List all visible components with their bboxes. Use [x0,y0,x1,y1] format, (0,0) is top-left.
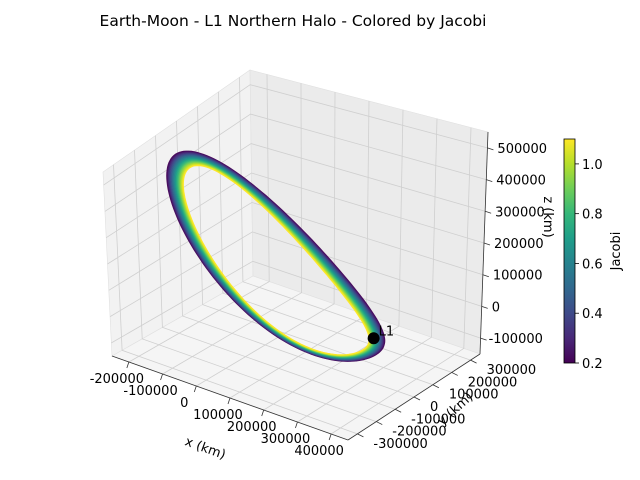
x-tick-mark [193,385,197,393]
colorbar: 0.2 0.4 0.6 0.8 1.0 Jacobi [563,138,624,372]
z-tick-label: 400000 [496,174,546,189]
grid-line-y [113,164,358,435]
orbit-line [182,164,370,356]
z-tick-label: 500000 [497,142,547,157]
y-tick-label: -300000 [373,437,427,452]
y-tick-mark [451,372,458,376]
l1-marker-label: L1 [379,324,395,339]
colorbar-gradient [563,138,576,364]
colorbar-tick-label: 1.0 [582,158,603,173]
y-tick-mark [376,421,383,425]
y-tick-mark [394,408,402,413]
colorbar-tick-label: 0.8 [582,208,603,223]
x-axis-label: x (km) [183,434,228,463]
x-tick-label: 300000 [261,432,311,447]
x-tick-mark [160,373,163,381]
z-tick-mark [487,147,494,151]
y-tick-mark [470,359,477,364]
z-tick-mark [481,306,488,309]
x-tick-label: 200000 [227,420,277,435]
orbit-family [166,150,386,362]
z-tick-mark [480,337,487,341]
grid-line-z [111,260,481,344]
y-tick-mark [432,384,440,389]
x-tick-label: 400000 [294,444,344,459]
grid-line-z [109,231,482,317]
colorbar-tick-label: 0.4 [582,307,603,322]
grid-line-y [155,135,396,410]
x-tick-mark [227,397,231,405]
y-tick-mark [413,396,421,401]
grid-line-z [105,143,486,239]
x-tick-label: -100000 [123,384,177,399]
y-tick-label: 200000 [468,375,518,390]
z-tick-mark [482,274,489,278]
x-tick-label: 100000 [193,408,243,423]
colorbar-tick-label: 0.2 [582,357,603,372]
y-tick-label: 300000 [487,363,537,378]
grid-line-z [108,201,484,291]
grid-line-z [107,172,485,265]
chart-title: Earth-Moon - L1 Northern Halo - Colored … [99,12,487,30]
grid-line-z [103,84,488,186]
colorbar-label: Jacobi [609,232,624,272]
z-tick-mark [486,179,493,182]
l1-marker: L1 [367,324,395,345]
x-tick-label: -200000 [90,372,144,387]
z-tick-label: 200000 [494,237,544,252]
y-tick-mark [357,433,364,438]
grid-line-y [134,150,377,422]
z-tick-label: 300000 [495,205,545,220]
x-tick-mark [295,421,298,429]
z-tick-mark [483,242,491,246]
x-tick-mark [261,409,265,417]
y-tick-label: 100000 [449,388,499,403]
x-tick-label: 0 [180,396,188,411]
z-tick-label: -100000 [489,332,543,347]
grid-line-x [330,127,472,435]
z-tick-mark [485,210,492,214]
z-axis-label: z (km) [540,196,555,237]
grid-line-x [297,118,438,423]
y-tick-label: -100000 [411,412,465,427]
grid-line-y [239,77,471,361]
grid-line-x [128,74,270,363]
x-tick-mark [126,361,130,369]
z-tick-label: 0 [492,300,500,315]
z-tick-label: 100000 [493,269,543,284]
grid-lines [103,74,488,435]
y-tick-label: 0 [430,400,438,415]
colorbar-tick-label: 0.6 [582,257,603,272]
grid-line-x [196,92,336,387]
x-tick-mark [328,433,332,441]
grid-line-z [104,113,487,212]
grid-line-x [162,83,303,375]
y-tick-label: -200000 [392,425,446,440]
tick-labels: -200000-1000000100000200000300000400000-… [90,142,547,459]
grid-line-x [263,109,404,411]
l1-marker-point [367,332,380,345]
